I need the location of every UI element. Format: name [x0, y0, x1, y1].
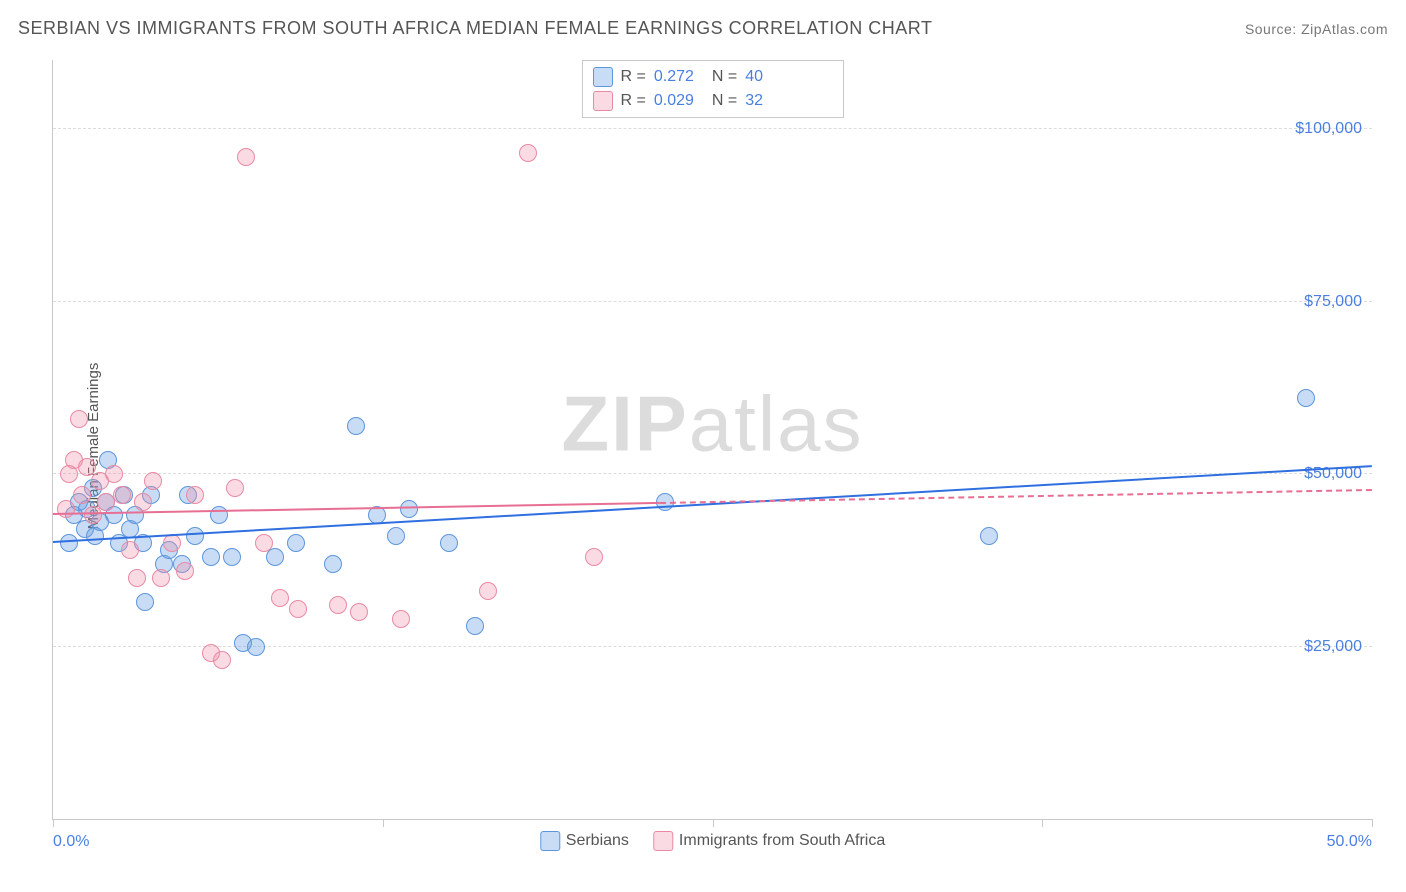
x-tick: [383, 819, 384, 827]
data-point-a: [324, 555, 342, 573]
data-point-b: [255, 534, 273, 552]
data-point-a: [387, 527, 405, 545]
swatch-south-africa: [593, 91, 613, 111]
chart-container: SERBIAN VS IMMIGRANTS FROM SOUTH AFRICA …: [0, 0, 1406, 892]
data-point-b: [163, 534, 181, 552]
chart-title: SERBIAN VS IMMIGRANTS FROM SOUTH AFRICA …: [18, 18, 932, 39]
data-point-b: [271, 589, 289, 607]
correlation-legend: R = 0.272 N = 40 R = 0.029 N = 32: [582, 60, 844, 118]
data-point-a: [202, 548, 220, 566]
data-point-b: [329, 596, 347, 614]
data-point-a: [60, 534, 78, 552]
x-axis-min-label: 0.0%: [53, 833, 89, 851]
data-point-b: [128, 569, 146, 587]
data-point-a: [223, 548, 241, 566]
data-point-b: [519, 144, 537, 162]
data-point-b: [585, 548, 603, 566]
watermark: ZIPatlas: [561, 379, 863, 470]
data-point-b: [121, 541, 139, 559]
x-tick: [1042, 819, 1043, 827]
data-point-a: [466, 617, 484, 635]
data-point-b: [392, 610, 410, 628]
data-point-a: [287, 534, 305, 552]
data-point-a: [980, 527, 998, 545]
data-point-a: [136, 593, 154, 611]
data-point-b: [113, 486, 131, 504]
data-point-a: [1297, 389, 1315, 407]
trendline-a: [53, 465, 1372, 543]
data-point-b: [186, 486, 204, 504]
data-point-b: [84, 506, 102, 524]
data-point-b: [226, 479, 244, 497]
legend-row-south-africa: R = 0.029 N = 32: [593, 89, 833, 113]
data-point-b: [152, 569, 170, 587]
data-point-b: [144, 472, 162, 490]
source-label: Source: ZipAtlas.com: [1245, 21, 1388, 37]
data-point-a: [347, 417, 365, 435]
series-legend: Serbians Immigrants from South Africa: [540, 831, 885, 851]
plot-area: ZIPatlas R = 0.272 N = 40 R = 0.029 N = …: [52, 60, 1372, 820]
data-point-a: [247, 638, 265, 656]
data-point-a: [440, 534, 458, 552]
data-point-b: [213, 651, 231, 669]
title-bar: SERBIAN VS IMMIGRANTS FROM SOUTH AFRICA …: [18, 18, 1388, 39]
data-point-a: [186, 527, 204, 545]
x-tick: [713, 819, 714, 827]
data-point-b: [70, 410, 88, 428]
data-point-b: [105, 465, 123, 483]
data-point-b: [289, 600, 307, 618]
data-point-b: [134, 493, 152, 511]
trendline-b-projection: [660, 489, 1372, 504]
swatch-south-africa-icon: [653, 831, 673, 851]
data-point-b: [73, 486, 91, 504]
y-tick-label: $25,000: [1304, 638, 1362, 656]
swatch-serbians: [593, 67, 613, 87]
y-tick-label: $100,000: [1295, 120, 1362, 138]
legend-item-serbians: Serbians: [540, 831, 629, 851]
data-point-b: [350, 603, 368, 621]
gridline: [53, 128, 1372, 129]
data-point-b: [176, 562, 194, 580]
y-tick-label: $75,000: [1304, 293, 1362, 311]
x-tick: [1372, 819, 1373, 827]
swatch-serbians-icon: [540, 831, 560, 851]
data-point-b: [237, 148, 255, 166]
gridline: [53, 473, 1372, 474]
gridline: [53, 301, 1372, 302]
legend-item-south-africa: Immigrants from South Africa: [653, 831, 885, 851]
data-point-b: [479, 582, 497, 600]
x-axis-max-label: 50.0%: [1327, 833, 1372, 851]
legend-row-serbians: R = 0.272 N = 40: [593, 65, 833, 89]
x-tick: [53, 819, 54, 827]
